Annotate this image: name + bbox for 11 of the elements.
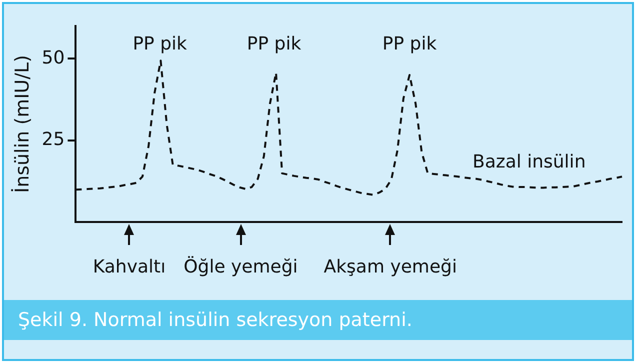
y-tick-label: 25 bbox=[42, 129, 65, 150]
annotation: Bazal insülin bbox=[472, 152, 586, 173]
text: Şekil 9. Normal insülin sekresyon paterni. bbox=[4, 300, 632, 340]
annotation: PP pik bbox=[246, 34, 302, 55]
y-axis-title: İnsülin (mIU/L) bbox=[10, 54, 34, 194]
annotation: PP pik bbox=[382, 34, 438, 55]
annotation: PP pik bbox=[132, 34, 188, 55]
text: Akşam yemeği bbox=[324, 256, 457, 278]
y-tick-label: 50 bbox=[42, 47, 65, 68]
text: Kahvaltı bbox=[92, 256, 166, 278]
text: Öğle yemeği bbox=[184, 256, 298, 278]
